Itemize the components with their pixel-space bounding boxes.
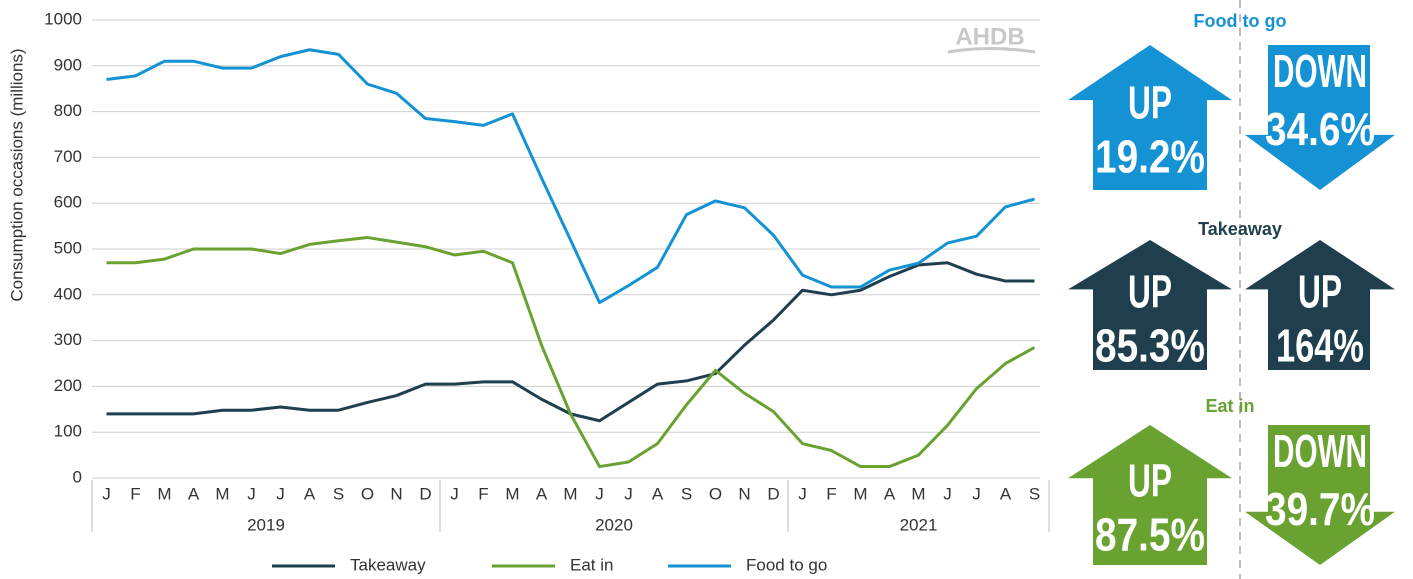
arrow-value: 39.7%	[1265, 483, 1375, 535]
x-tick-label: J	[943, 484, 952, 503]
x-tick-label: F	[130, 484, 140, 503]
legend-label: Takeaway	[350, 555, 426, 574]
y-tick-label: 500	[54, 238, 82, 257]
watermark: AHDB	[955, 23, 1024, 50]
x-tick-label: A	[536, 484, 548, 503]
x-tick-label: J	[102, 484, 111, 503]
year-label: 2019	[247, 515, 285, 534]
series-line	[106, 261, 1035, 423]
x-tick-label: J	[595, 484, 604, 503]
x-tick-label: M	[215, 484, 229, 503]
x-tick-label: F	[478, 484, 488, 503]
panel-title: Eat in	[1205, 396, 1254, 416]
x-tick-label: M	[505, 484, 519, 503]
x-tick-label: J	[972, 484, 981, 503]
x-tick-label: M	[853, 484, 867, 503]
panel-title: Food to go	[1194, 11, 1287, 31]
x-tick-label: A	[1000, 484, 1012, 503]
x-tick-label: J	[276, 484, 285, 503]
series-line	[106, 48, 1035, 305]
x-tick-label: F	[826, 484, 836, 503]
x-tick-label: N	[390, 484, 402, 503]
x-tick-label: S	[681, 484, 692, 503]
arrow-value: 85.3%	[1095, 320, 1205, 372]
x-tick-label: S	[1029, 484, 1040, 503]
arrow	[1068, 45, 1232, 190]
x-tick-label: A	[188, 484, 200, 503]
arrow-value: 87.5%	[1095, 508, 1205, 560]
x-tick-label: S	[333, 484, 344, 503]
arrow	[1245, 45, 1395, 190]
panel-title: Takeaway	[1198, 219, 1282, 239]
arrow-direction: DOWN	[1273, 425, 1367, 477]
y-tick-label: 700	[54, 147, 82, 166]
legend-label: Food to go	[746, 555, 827, 574]
arrow-direction: UP	[1128, 266, 1172, 318]
arrow-value: 164%	[1276, 320, 1364, 372]
x-tick-label: O	[361, 484, 374, 503]
y-tick-label: 800	[54, 101, 82, 120]
x-tick-label: J	[624, 484, 633, 503]
x-tick-label: J	[798, 484, 807, 503]
arrow	[1245, 240, 1395, 370]
year-label: 2021	[900, 515, 938, 534]
legend-label: Eat in	[570, 555, 613, 574]
y-axis-title: Consumption occasions (millions)	[7, 48, 26, 301]
y-tick-label: 900	[54, 55, 82, 74]
x-tick-label: A	[652, 484, 664, 503]
x-tick-label: A	[884, 484, 896, 503]
x-tick-label: M	[563, 484, 577, 503]
x-tick-label: J	[247, 484, 256, 503]
arrow-direction: UP	[1128, 76, 1172, 128]
y-tick-label: 0	[73, 467, 82, 486]
x-tick-label: N	[738, 484, 750, 503]
arrow-direction: UP	[1128, 454, 1172, 506]
year-label: 2020	[595, 515, 633, 534]
arrow	[1245, 425, 1395, 565]
y-tick-label: 100	[54, 422, 82, 441]
x-tick-label: M	[911, 484, 925, 503]
watermark-swoosh	[947, 47, 1036, 54]
series-line	[106, 236, 1036, 469]
x-tick-label: O	[709, 484, 722, 503]
arrow-direction: DOWN	[1273, 45, 1367, 97]
arrow-value: 34.6%	[1265, 103, 1375, 155]
y-tick-label: 1000	[44, 9, 82, 28]
x-tick-label: D	[767, 484, 779, 503]
y-tick-label: 400	[54, 284, 82, 303]
x-tick-label: M	[157, 484, 171, 503]
y-tick-label: 600	[54, 193, 82, 212]
y-tick-label: 200	[54, 376, 82, 395]
arrow-value: 19.2%	[1095, 130, 1205, 182]
arrow	[1068, 240, 1232, 370]
arrow-direction: UP	[1298, 266, 1342, 318]
x-tick-label: J	[450, 484, 459, 503]
x-tick-label: D	[419, 484, 431, 503]
y-tick-label: 300	[54, 330, 82, 349]
arrow	[1068, 425, 1232, 565]
x-tick-label: A	[304, 484, 316, 503]
